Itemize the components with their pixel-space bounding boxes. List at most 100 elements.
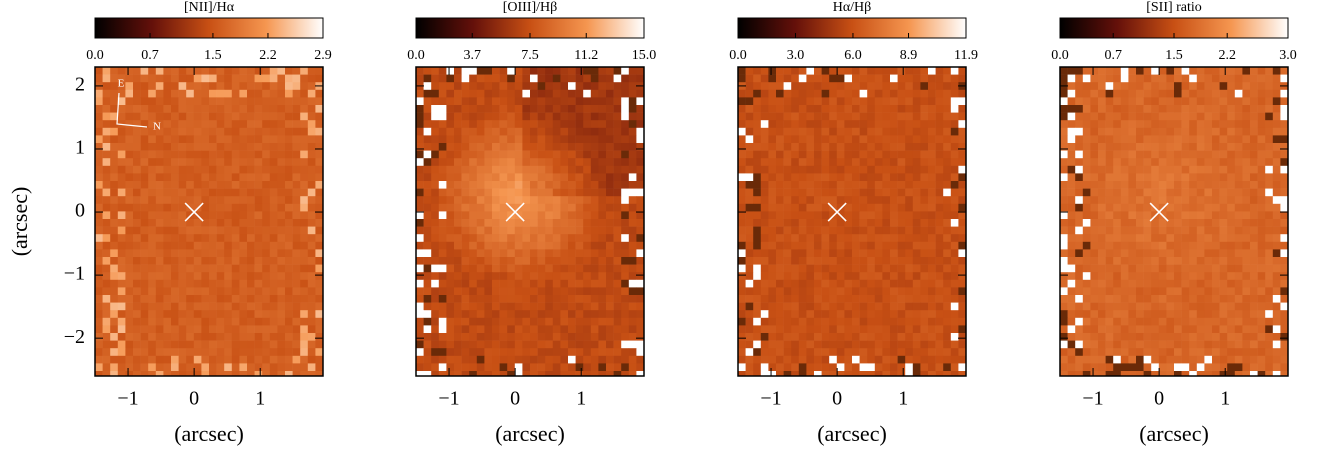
map-cell <box>776 165 784 174</box>
map-cell <box>552 97 561 106</box>
map-cell <box>239 371 248 376</box>
map-cell <box>201 302 210 311</box>
map-cell <box>178 127 187 136</box>
map-cell <box>262 158 271 167</box>
map-cell <box>621 295 630 303</box>
map-cell <box>814 317 822 326</box>
map-cell <box>760 363 769 372</box>
map-cell <box>1265 310 1274 319</box>
map-cell <box>1250 287 1258 296</box>
map-cell <box>492 317 500 326</box>
map-cell <box>133 355 141 364</box>
map-cell <box>867 67 876 75</box>
map-cell <box>1219 143 1228 151</box>
map-cell <box>745 196 754 205</box>
map-cell <box>783 181 792 189</box>
map-cell <box>935 340 944 349</box>
map-cell <box>209 135 217 144</box>
map-cell <box>125 279 134 288</box>
map-cell <box>95 135 103 144</box>
map-cell <box>768 287 777 296</box>
map-cell <box>943 97 952 106</box>
colorbar-tick-label: 2.9 <box>314 48 332 63</box>
map-cell <box>598 188 607 197</box>
map-cell <box>446 188 455 197</box>
map-cell <box>958 181 966 189</box>
map-cell <box>1280 188 1288 197</box>
map-cell <box>1227 127 1236 136</box>
map-cell <box>469 211 478 220</box>
map-cell <box>798 279 807 288</box>
map-cell <box>935 257 944 265</box>
map-cell <box>628 287 637 296</box>
map-cell <box>446 173 455 182</box>
map-cell <box>753 325 762 334</box>
map-cell <box>201 188 210 197</box>
map-cell <box>102 211 111 220</box>
map-cell <box>163 295 172 303</box>
map-cell <box>1143 120 1152 129</box>
map-cell <box>492 257 500 265</box>
map-cell <box>621 150 630 159</box>
map-cell <box>1090 127 1099 136</box>
map-cell <box>606 226 614 235</box>
map-cell <box>209 82 217 91</box>
map-cell <box>438 371 447 376</box>
map-cell <box>110 371 119 376</box>
map-cell <box>568 234 576 243</box>
map-cell <box>469 105 478 113</box>
map-cell <box>1272 82 1281 91</box>
map-cell <box>606 120 614 129</box>
map-cell <box>1067 173 1076 182</box>
map-cell <box>476 241 485 250</box>
map-cell <box>476 211 485 220</box>
map-cell <box>1227 211 1236 220</box>
map-cell <box>1257 181 1266 189</box>
map-cell <box>133 340 141 349</box>
map-cell <box>545 211 554 220</box>
map-cell <box>575 181 584 189</box>
colorbar-tick-label: 7.5 <box>521 48 539 63</box>
map-cell <box>216 287 225 296</box>
map-cell <box>110 158 119 167</box>
map-cell <box>874 340 883 349</box>
map-cell <box>912 120 921 129</box>
map-cell <box>560 82 569 91</box>
map-cell <box>315 203 323 212</box>
map-cell <box>621 340 630 349</box>
map-cell <box>209 226 217 235</box>
map-cell <box>760 325 769 334</box>
map-cell <box>102 143 111 151</box>
map-cell <box>1090 112 1099 121</box>
map-cell <box>163 143 172 151</box>
map-cell <box>1158 355 1167 364</box>
map-cell <box>760 181 769 189</box>
map-cell <box>760 165 769 174</box>
map-cell <box>292 340 301 349</box>
map-cell <box>912 165 921 174</box>
map-cell <box>277 363 286 372</box>
map-cell <box>209 196 217 205</box>
map-cell <box>583 67 592 75</box>
map-cell <box>125 135 134 144</box>
map-cell <box>269 348 278 357</box>
map-cell <box>423 135 432 144</box>
map-cell <box>171 363 179 372</box>
map-cell <box>1067 181 1076 189</box>
map-cell <box>738 249 746 258</box>
map-cell <box>1196 196 1205 205</box>
map-cell <box>315 173 323 182</box>
map-cell <box>1082 188 1091 197</box>
map-cell <box>859 173 868 182</box>
map-cell <box>125 89 134 98</box>
map-cell <box>552 203 561 212</box>
map-cell <box>492 302 500 311</box>
map-cell <box>148 82 157 91</box>
map-cell <box>514 241 523 250</box>
map-cell <box>575 165 584 174</box>
map-cell <box>499 219 508 227</box>
map-cell <box>928 143 936 151</box>
map-cell <box>163 74 172 83</box>
map-cell <box>874 181 883 189</box>
map-cell <box>438 67 447 75</box>
